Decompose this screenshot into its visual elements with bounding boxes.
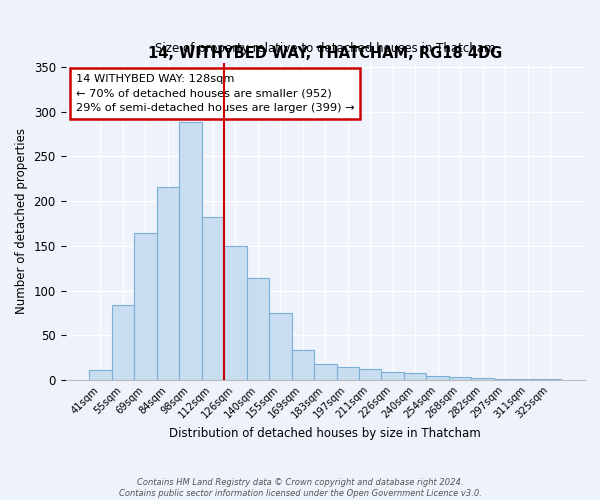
Bar — [157, 187, 179, 380]
Bar — [314, 364, 337, 380]
Bar — [539, 379, 562, 380]
Bar — [89, 370, 112, 380]
Bar — [494, 379, 517, 380]
Text: Size of property relative to detached houses in Thatcham: Size of property relative to detached ho… — [155, 42, 496, 54]
Bar — [337, 368, 359, 380]
Bar — [112, 305, 134, 380]
Bar — [269, 313, 292, 380]
Bar — [179, 122, 202, 380]
Bar — [359, 370, 382, 380]
Title: 14, WITHYBED WAY, THATCHAM, RG18 4DG: 14, WITHYBED WAY, THATCHAM, RG18 4DG — [148, 46, 502, 62]
Bar — [427, 376, 449, 380]
Bar — [134, 234, 157, 380]
Text: 14 WITHYBED WAY: 128sqm
← 70% of detached houses are smaller (952)
29% of semi-d: 14 WITHYBED WAY: 128sqm ← 70% of detache… — [76, 74, 355, 113]
Bar — [517, 379, 539, 380]
Text: Contains HM Land Registry data © Crown copyright and database right 2024.
Contai: Contains HM Land Registry data © Crown c… — [119, 478, 481, 498]
Bar — [472, 378, 494, 380]
Bar — [292, 350, 314, 380]
Bar — [404, 373, 427, 380]
X-axis label: Distribution of detached houses by size in Thatcham: Distribution of detached houses by size … — [169, 428, 481, 440]
Bar — [382, 372, 404, 380]
Bar — [247, 278, 269, 380]
Y-axis label: Number of detached properties: Number of detached properties — [15, 128, 28, 314]
Bar — [202, 217, 224, 380]
Bar — [224, 246, 247, 380]
Bar — [449, 378, 472, 380]
